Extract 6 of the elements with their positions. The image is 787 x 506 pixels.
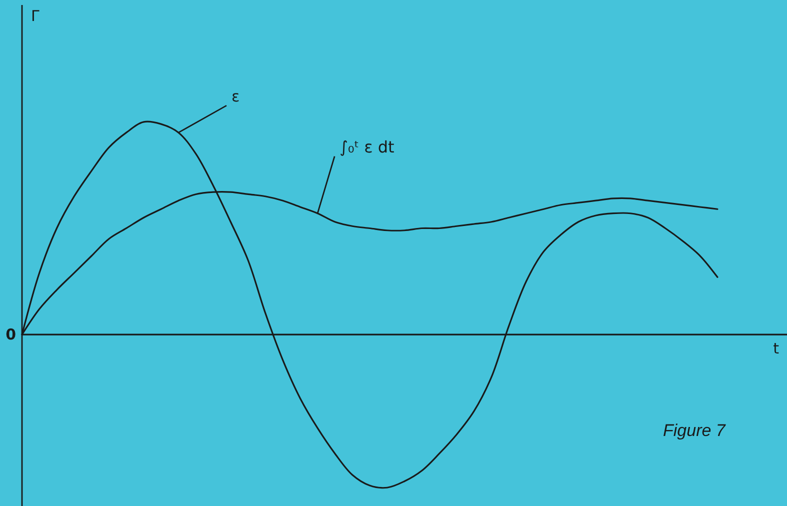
x-axis-title: t [773,340,780,358]
text: ∫₀ᵗ ε dt [340,137,394,156]
text: Γ [31,7,40,25]
text: ε [231,88,240,106]
annotation: Figure 7 [663,421,726,440]
annotation: 0 [6,326,16,344]
